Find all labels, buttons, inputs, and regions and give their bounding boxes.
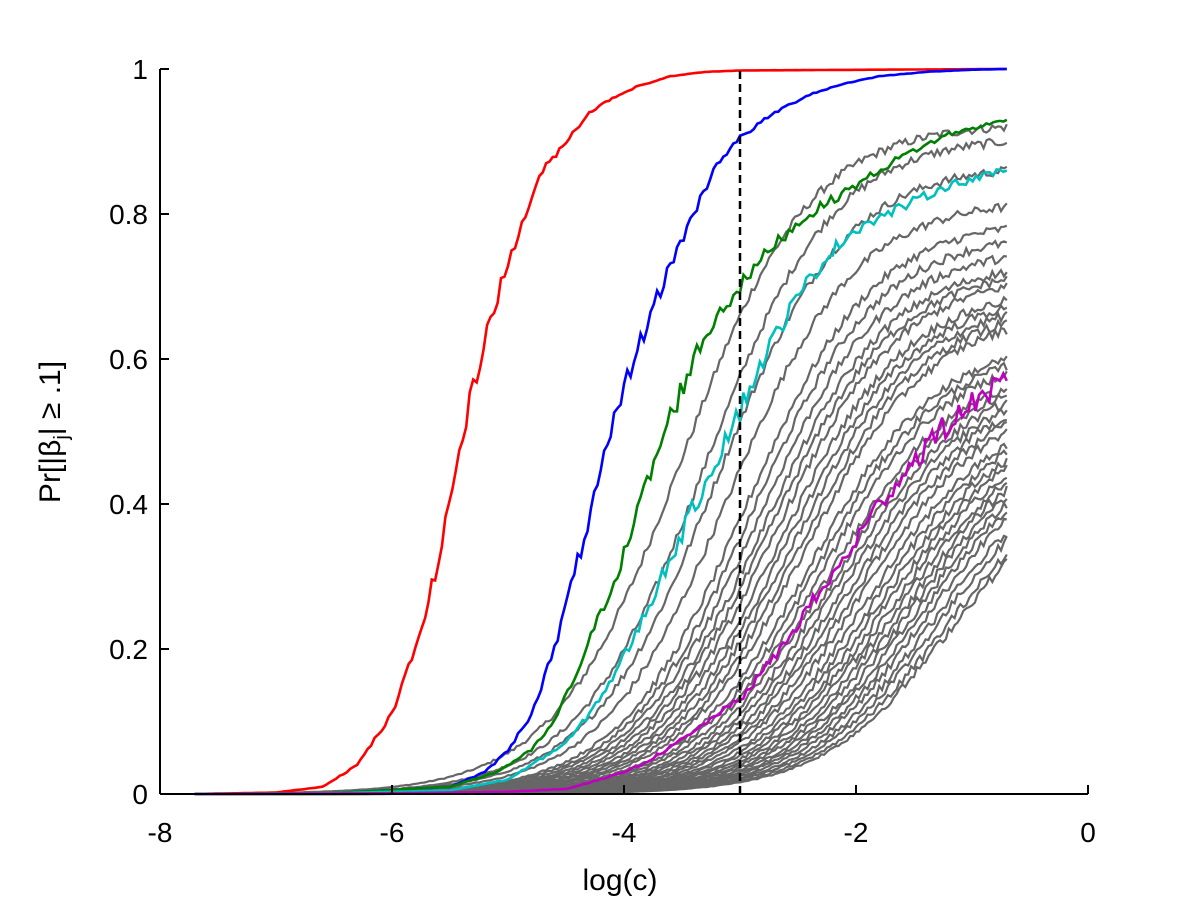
highlighted-series-line	[194, 67, 1007, 796]
y-tick-label: 0	[132, 779, 148, 810]
y-tick-label: 0.6	[109, 344, 148, 375]
x-tick-label: -6	[380, 817, 405, 848]
x-tick-label: -2	[844, 817, 869, 848]
x-tick-label: -8	[148, 817, 173, 848]
x-tick-label: -4	[612, 817, 637, 848]
y-tick-label: 0.2	[109, 634, 148, 665]
y-tick-label: 1	[132, 54, 148, 85]
y-axis-label: Pr[|βj| ≥ .1]	[34, 361, 73, 503]
x-ticks: -8 -6 -4 -2 0	[148, 785, 1096, 848]
y-axis-label-subscript: j	[51, 435, 73, 440]
y-axis-label-part1: Pr[|β	[34, 440, 67, 503]
y-tick-label: 0.4	[109, 489, 148, 520]
y-axis-label-part2: | ≥ .1]	[34, 361, 67, 435]
y-ticks: 0 0.2 0.4 0.6 0.8 1	[109, 54, 169, 810]
x-tick-label: 0	[1080, 817, 1096, 848]
y-tick-label: 0.8	[109, 199, 148, 230]
x-axis-label: log(c)	[582, 864, 657, 897]
